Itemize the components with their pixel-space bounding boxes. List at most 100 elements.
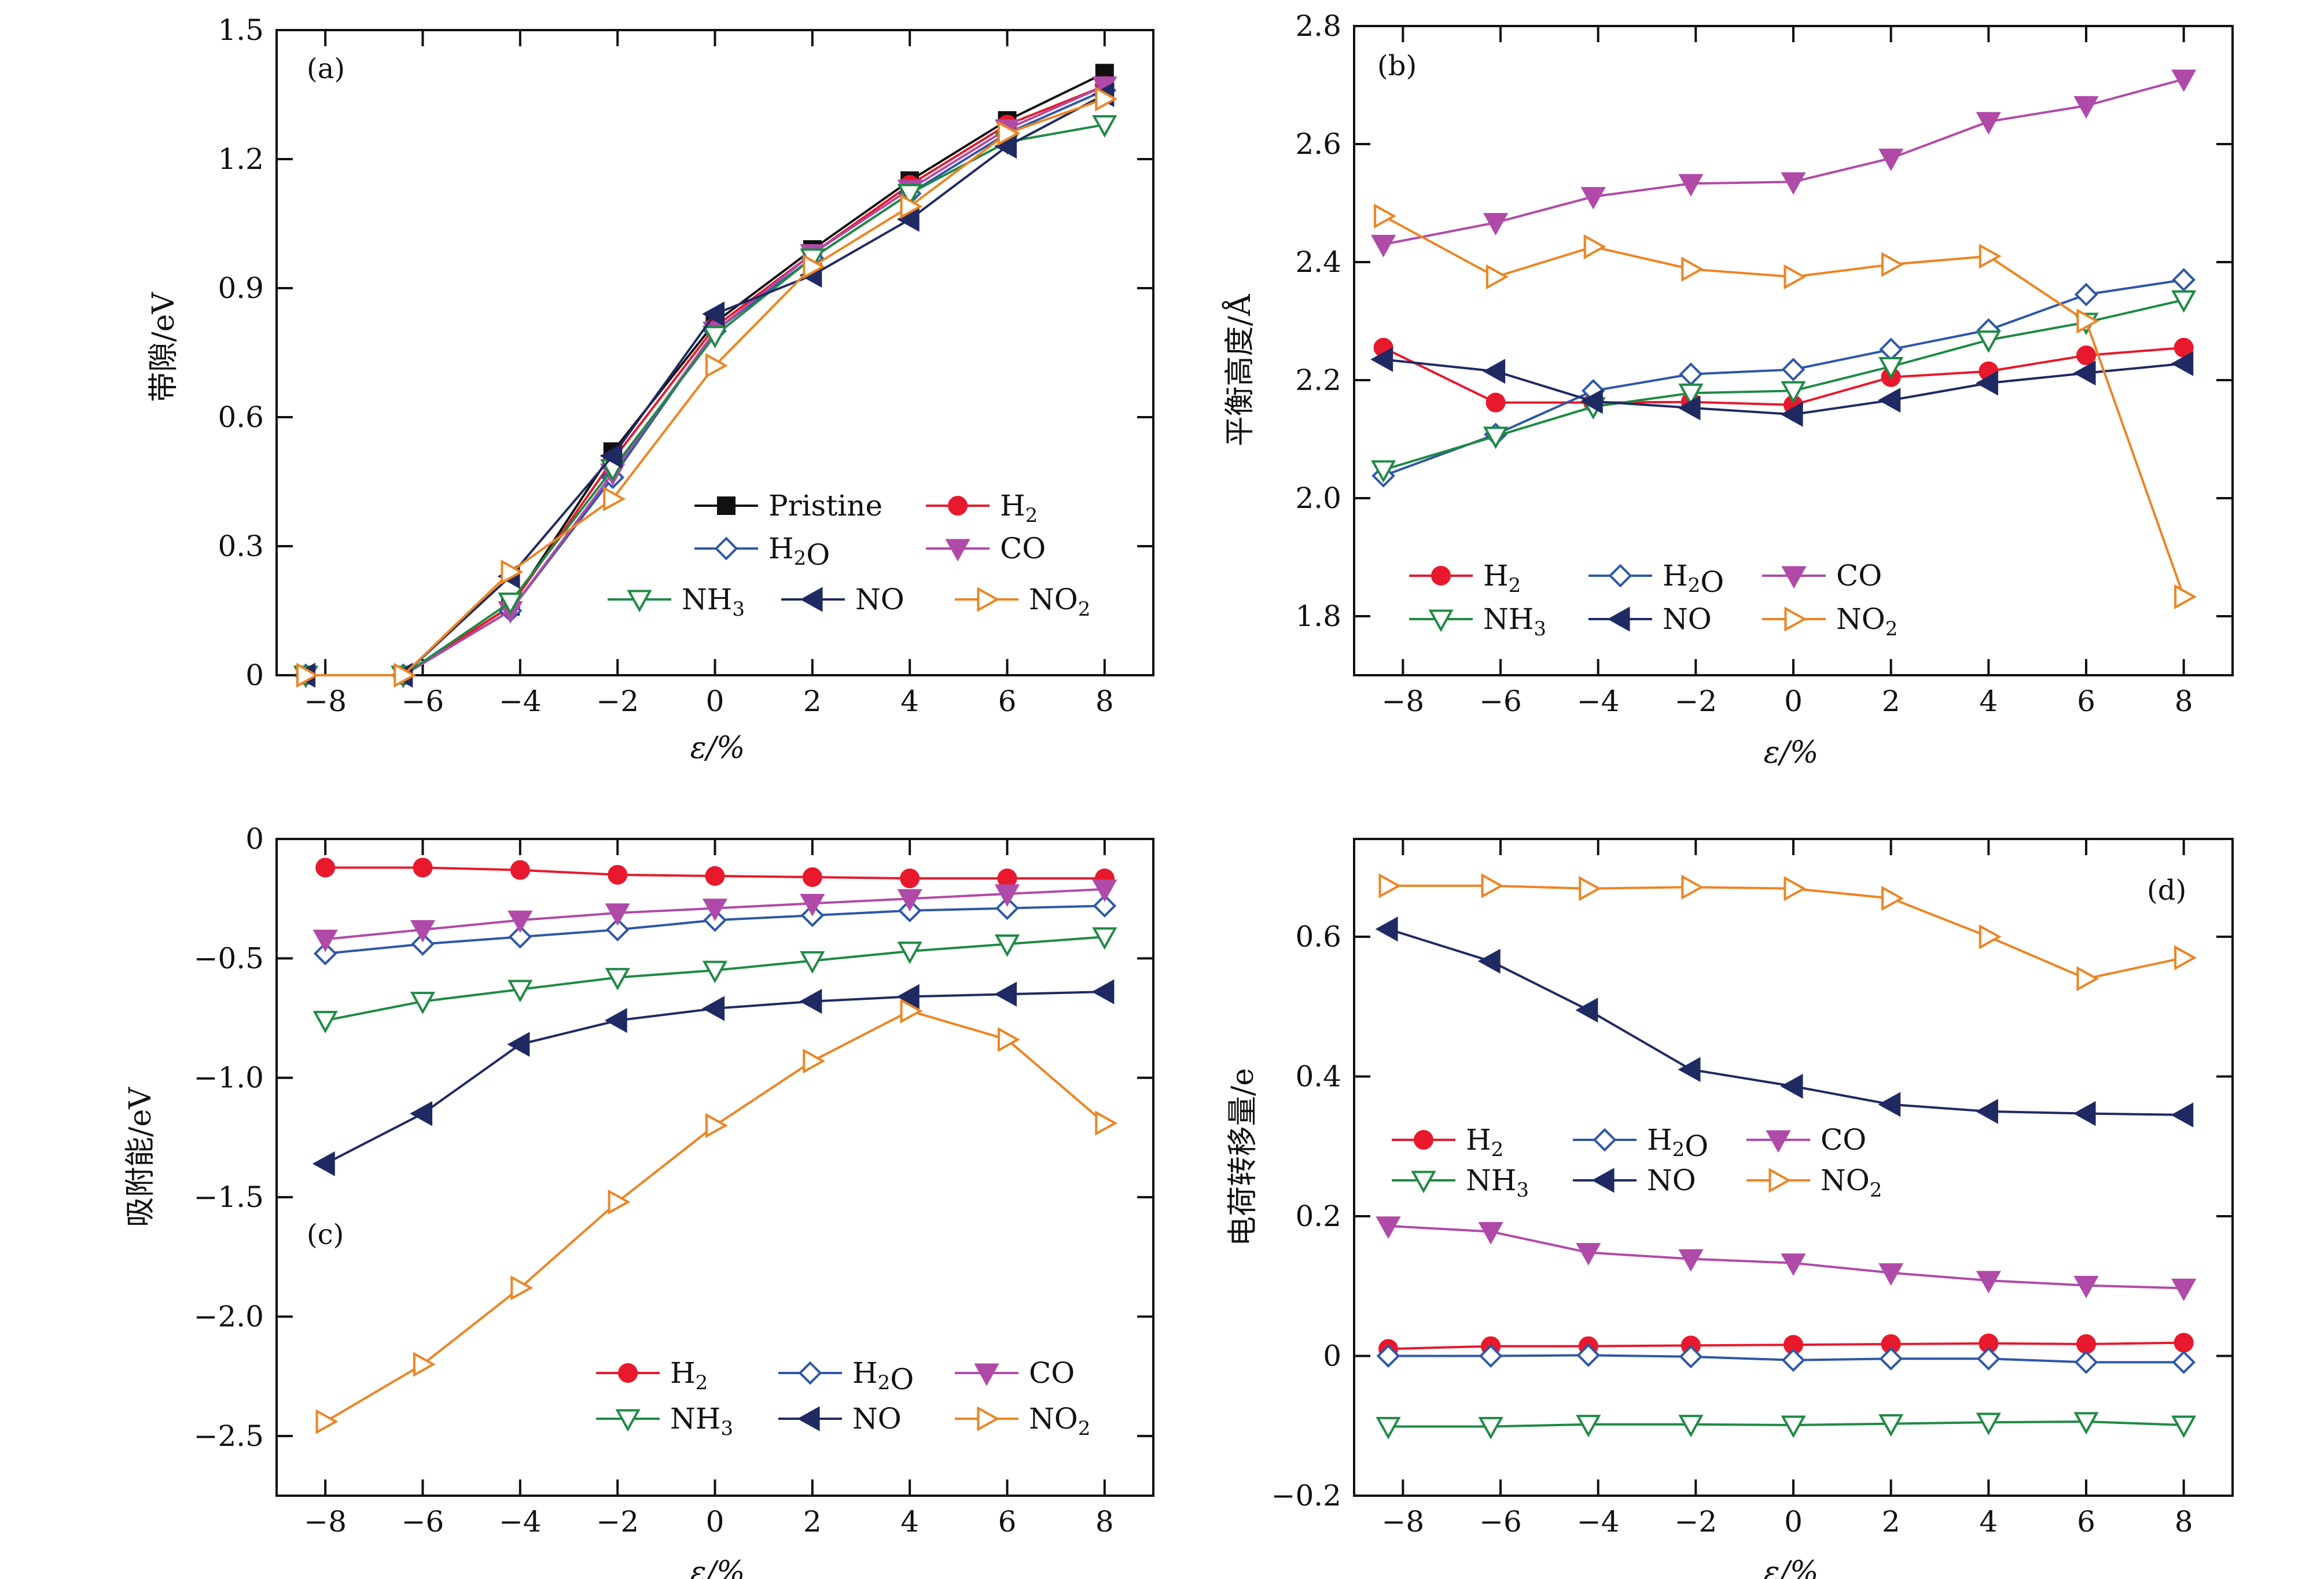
marker-no — [507, 1032, 530, 1057]
series-h2o — [1376, 1343, 2196, 1374]
x-tick-label: 0 — [1784, 684, 1803, 718]
marker-nh3 — [897, 941, 922, 965]
marker-nh3 — [1878, 356, 1904, 380]
marker-no2 — [977, 587, 1000, 612]
marker-h2o — [2074, 1350, 2098, 1374]
marker-h2o — [1479, 1344, 1503, 1368]
marker-co — [605, 903, 630, 926]
series-no — [1370, 347, 2194, 427]
marker-nh3 — [1781, 1415, 1806, 1438]
legend-item-co: CO — [926, 532, 1046, 565]
y-axis-label: 带隙/eV — [146, 292, 181, 402]
panel-b: (b) 平衡高度/Å ε/% −8 −6 −4 −2 0 2 4 6 8 1.8 2.0 2.2 2.4… — [1222, 9, 2234, 770]
x-tick-label: −8 — [1381, 684, 1424, 718]
marker-co — [2171, 69, 2197, 93]
legend-item-h2: H2 — [596, 1356, 708, 1394]
panel-a: (a) 带隙/eV ε/% −8 −6 −4 −2 0 2 4 6 8 0 0.3 0.6 0.9 1.2… — [146, 13, 1154, 765]
y-tick-label: −2.5 — [194, 1419, 264, 1453]
marker-no2 — [1681, 874, 1704, 900]
y-tick-label: 0.9 — [218, 271, 264, 305]
marker-co — [1376, 1216, 1401, 1239]
marker-no2 — [1681, 256, 1704, 282]
marker-nh3 — [508, 980, 533, 1003]
marker-no — [600, 443, 623, 469]
x-tick-label: −4 — [499, 684, 542, 718]
legend: H2 H2O CO NH3 NO NO2 — [1392, 1123, 1882, 1202]
legend-label-h2o: H2O — [1647, 1123, 1708, 1163]
series-co — [312, 879, 1117, 952]
y-tick-label: 0 — [245, 822, 264, 856]
series-nh3 — [312, 927, 1117, 1033]
legend-item-h2: H2 — [926, 489, 1038, 527]
marker-co — [2171, 1278, 2197, 1301]
marker-h2o — [605, 918, 630, 942]
marker-no2 — [900, 194, 923, 219]
marker-co — [1678, 174, 1704, 197]
marker-h2o — [1977, 1347, 2001, 1371]
legend-label-co: CO — [1000, 532, 1046, 565]
marker-h2o — [1576, 1343, 1601, 1367]
marker-h2o — [798, 1361, 822, 1385]
x-tick-label: −4 — [1577, 1505, 1620, 1538]
marker-no — [1780, 1073, 1803, 1099]
x-tick-label: 6 — [998, 1505, 1017, 1538]
marker-nh3 — [2171, 1415, 2197, 1438]
marker-no2 — [315, 1409, 339, 1434]
marker-nh3 — [2171, 290, 2197, 313]
legend-label-h2o: H2O — [852, 1356, 914, 1396]
marker-co — [702, 899, 728, 922]
legend-item-no: NO — [1588, 602, 1712, 636]
legend-label-no: NO — [855, 583, 904, 616]
marker-no2 — [977, 1406, 1000, 1431]
x-tick-label: −8 — [304, 1505, 347, 1538]
y-tick-label: 1.8 — [1295, 599, 1341, 633]
legend-label-h2: H2 — [1466, 1123, 1503, 1161]
marker-co — [1781, 566, 1807, 589]
x-axis-label: ε/% — [690, 731, 745, 765]
marker-no2 — [1784, 876, 1807, 901]
marker-no — [1375, 917, 1398, 942]
panel-label: (c) — [307, 1219, 344, 1251]
marker-no — [800, 587, 823, 612]
marker-nh3 — [1411, 1171, 1436, 1194]
marker-h2 — [2174, 1333, 2194, 1353]
marker-h2o — [2172, 268, 2196, 292]
marker-no2 — [803, 1048, 826, 1074]
marker-no — [799, 989, 822, 1014]
marker-nh3 — [1376, 1416, 1401, 1440]
y-tick-label: 2.2 — [1295, 363, 1341, 397]
x-tick-label: 2 — [803, 684, 822, 718]
marker-no — [1580, 389, 1603, 414]
marker-nh3 — [605, 967, 630, 991]
x-axis-label: ε/% — [1764, 735, 1819, 770]
legend: H2 H2O CO NH3 NO NO2 — [596, 1356, 1090, 1440]
panel-d: (d) 电荷转移量/e ε/% −8 −6 −4 −2 0 2 4 6 8 −0.2 0 0.2 0.4… — [1226, 838, 2234, 1579]
legend-item-nh3: NH3 — [1409, 602, 1546, 641]
x-tick-label: 6 — [2077, 684, 2095, 718]
marker-no2 — [1979, 244, 2002, 269]
marker-no — [896, 984, 920, 1009]
y-tick-label: −2.0 — [194, 1300, 264, 1333]
marker-h2 — [1414, 1130, 1433, 1150]
x-tick-label: 6 — [998, 684, 1017, 718]
legend-label-h2: H2 — [670, 1356, 708, 1394]
marker-co — [994, 884, 1020, 907]
marker-co — [312, 929, 338, 952]
marker-no2 — [1486, 264, 1509, 290]
panel-c: (c) 吸附能/eV ε/% −8 −6 −4 −2 0 2 4 6 8 −2.5 −2.0 −1.5… — [123, 822, 1154, 1579]
marker-nh3 — [702, 326, 728, 349]
marker-co — [1092, 879, 1117, 902]
x-tick-label: 8 — [2175, 684, 2193, 718]
marker-h2o — [1376, 1344, 1400, 1368]
legend-label-no2: NO2 — [1029, 583, 1090, 621]
y-tick-label: −0.2 — [1271, 1479, 1341, 1512]
marker-no2 — [2174, 584, 2197, 609]
legend-label-co: CO — [1821, 1123, 1866, 1157]
marker-nh3 — [1092, 927, 1117, 950]
marker-no2 — [501, 560, 524, 585]
marker-no2 — [394, 662, 417, 688]
marker-nh3 — [897, 183, 922, 207]
marker-co — [1781, 1253, 1806, 1276]
marker-no2 — [1784, 264, 1807, 290]
